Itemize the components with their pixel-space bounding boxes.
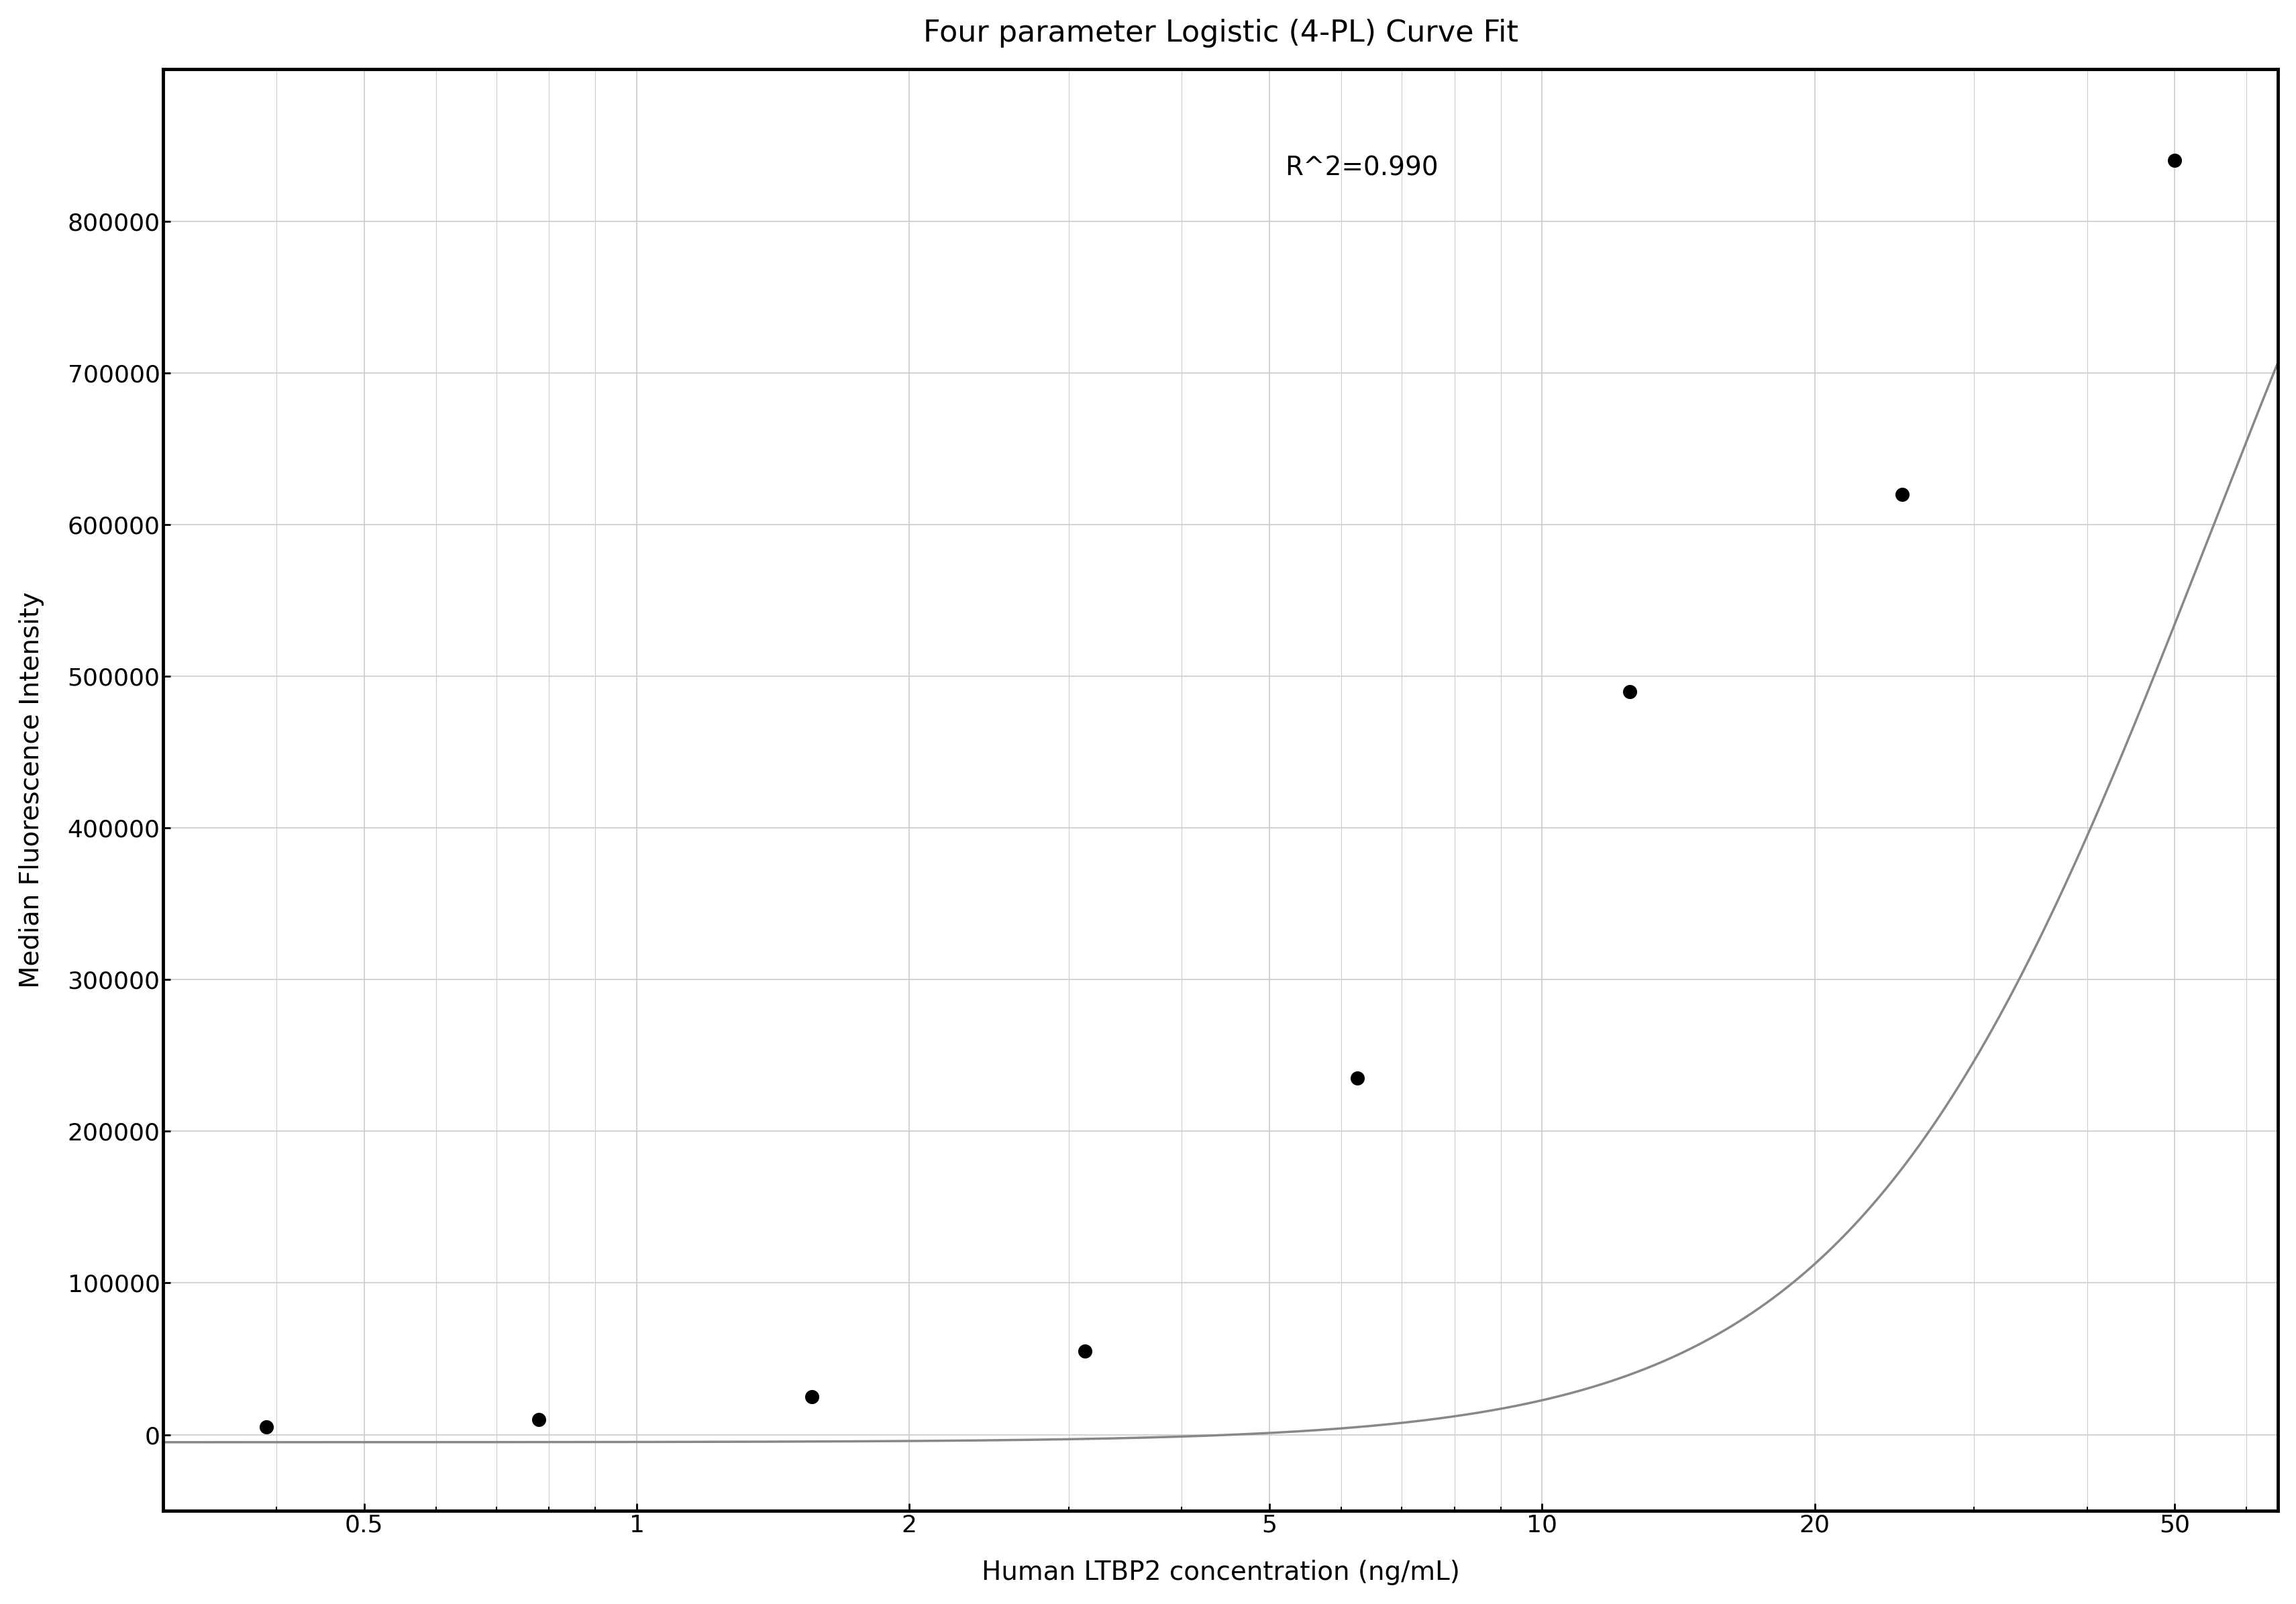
Point <box>521 1407 558 1432</box>
Y-axis label: Median Fluorescence Intensity: Median Fluorescence Intensity <box>18 592 44 988</box>
Point <box>1065 1338 1102 1363</box>
Title: Four parameter Logistic (4-PL) Curve Fit: Four parameter Logistic (4-PL) Curve Fit <box>923 19 1518 48</box>
Point <box>792 1384 829 1410</box>
Text: R^2=0.990: R^2=0.990 <box>1283 156 1437 181</box>
Point <box>1339 1065 1375 1091</box>
Point <box>1883 481 1919 507</box>
Point <box>2156 148 2193 173</box>
Point <box>248 1415 285 1440</box>
Point <box>1612 678 1649 704</box>
X-axis label: Human LTBP2 concentration (ng/mL): Human LTBP2 concentration (ng/mL) <box>980 1559 1460 1585</box>
